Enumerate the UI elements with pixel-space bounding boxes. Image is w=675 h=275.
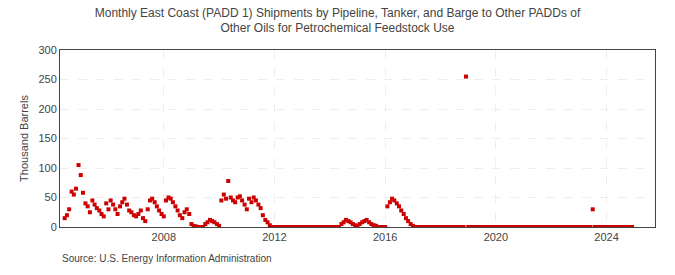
svg-text:2024: 2024 [594, 231, 618, 243]
svg-text:300: 300 [38, 44, 56, 56]
svg-text:200: 200 [38, 103, 56, 115]
svg-text:Thousand Barrels: Thousand Barrels [18, 95, 30, 182]
svg-text:Source: U.S. Energy Informatio: Source: U.S. Energy Information Administ… [62, 253, 272, 264]
svg-text:2012: 2012 [262, 231, 286, 243]
svg-text:0: 0 [51, 221, 57, 233]
svg-text:2016: 2016 [373, 231, 397, 243]
svg-text:250: 250 [38, 73, 56, 85]
svg-text:50: 50 [45, 191, 57, 203]
svg-text:Monthly East Coast (PADD 1) Sh: Monthly East Coast (PADD 1) Shipments by… [95, 6, 581, 36]
svg-text:2008: 2008 [152, 231, 176, 243]
svg-text:2020: 2020 [484, 231, 508, 243]
svg-text:150: 150 [38, 132, 56, 144]
svg-text:100: 100 [38, 162, 56, 174]
